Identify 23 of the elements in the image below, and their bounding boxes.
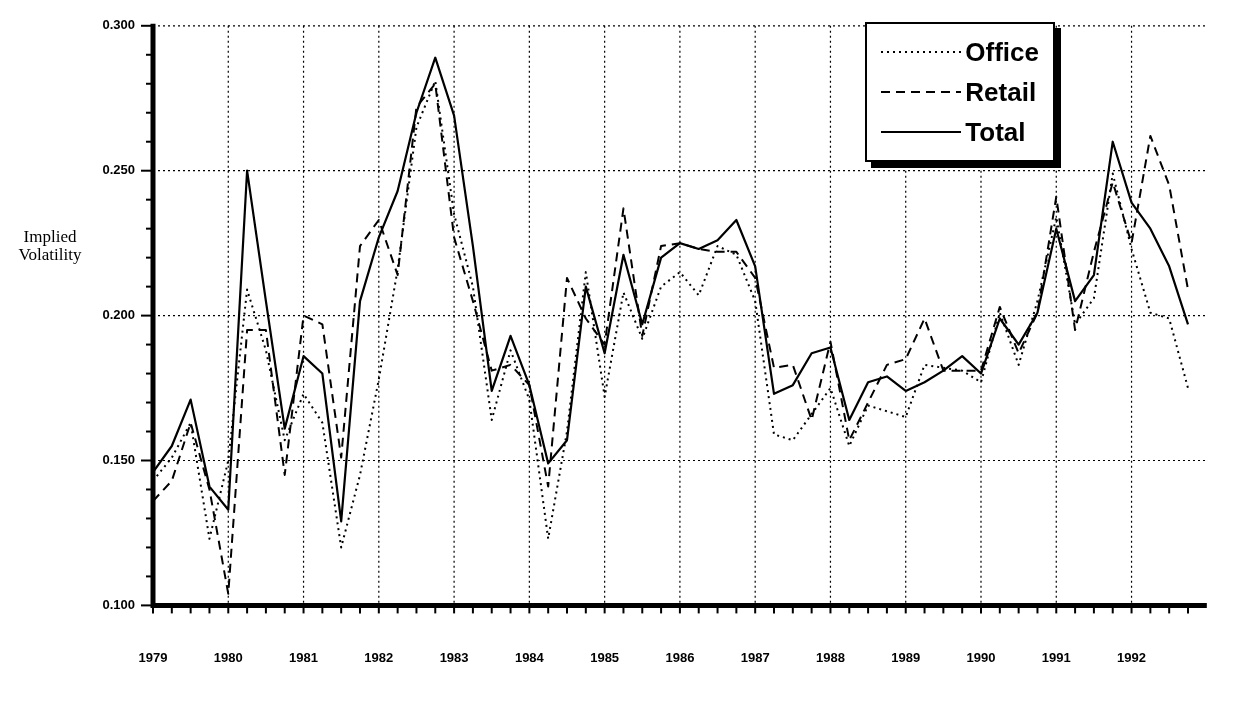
y-tick-label: 0.150 [102, 452, 135, 468]
x-tick-label: 1983 [439, 649, 469, 665]
x-tick-label: 1980 [213, 649, 243, 665]
y-tick-label: 0.300 [102, 17, 135, 33]
y-tick-label: 0.100 [102, 596, 135, 612]
x-tick-label: 1984 [514, 649, 545, 665]
y-tick-label: 0.250 [102, 162, 135, 178]
x-tick-label: 1990 [966, 649, 996, 665]
x-tick-label: 1986 [665, 649, 695, 665]
x-tick-label: 1991 [1041, 649, 1071, 665]
x-tick-label: 1979 [138, 649, 168, 665]
x-tick-label: 1985 [590, 649, 620, 665]
x-tick-label: 1992 [1117, 649, 1147, 665]
x-tick-label: 1987 [740, 649, 770, 665]
y-tick-label: 0.200 [102, 307, 135, 323]
x-tick-label: 1981 [289, 649, 319, 665]
x-tick-label: 1989 [891, 649, 921, 665]
y-axis-title: Implied Volatility [17, 227, 83, 264]
legend-label: Retail [965, 76, 1037, 108]
x-tick-label: 1988 [815, 649, 845, 665]
legend-label: Office [965, 36, 1039, 68]
x-tick-label: 1982 [364, 649, 394, 665]
legend-label: Total [965, 116, 1026, 148]
